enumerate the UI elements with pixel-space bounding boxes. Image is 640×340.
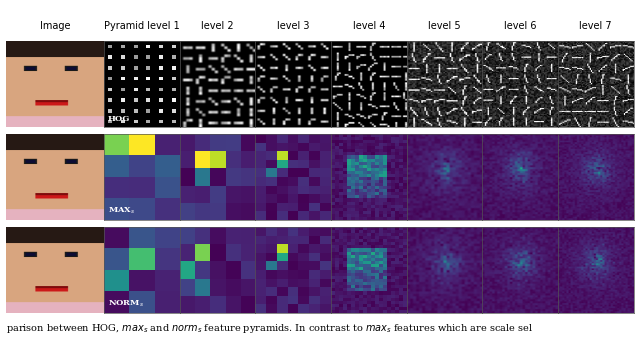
Text: level 7: level 7: [579, 21, 612, 31]
Text: parison between HOG, $max_s$ and $norm_s$ feature pyramids. In contrast to $max_: parison between HOG, $max_s$ and $norm_s…: [6, 322, 533, 335]
Text: level 6: level 6: [504, 21, 536, 31]
Text: HOG: HOG: [108, 115, 131, 123]
Text: MAX$_s$: MAX$_s$: [108, 205, 135, 216]
Text: Image: Image: [40, 21, 70, 31]
Text: Pyramid level 1: Pyramid level 1: [104, 21, 180, 31]
Text: level 3: level 3: [277, 21, 310, 31]
Text: level 5: level 5: [428, 21, 461, 31]
Text: level 2: level 2: [201, 21, 234, 31]
Text: NORM$_s$: NORM$_s$: [108, 298, 144, 308]
Text: level 4: level 4: [353, 21, 385, 31]
